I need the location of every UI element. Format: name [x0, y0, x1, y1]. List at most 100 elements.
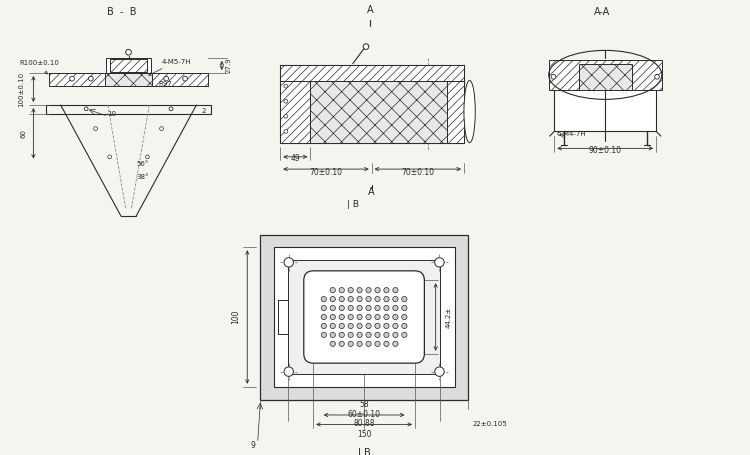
Circle shape: [339, 305, 344, 311]
Text: 10: 10: [107, 111, 116, 117]
Circle shape: [357, 341, 362, 347]
Text: 9: 9: [251, 440, 256, 450]
Text: 2: 2: [201, 107, 206, 114]
Circle shape: [330, 305, 335, 311]
Circle shape: [146, 155, 149, 159]
Text: 22±0.105: 22±0.105: [472, 421, 507, 427]
Circle shape: [348, 288, 353, 293]
Circle shape: [284, 84, 288, 88]
Circle shape: [393, 341, 398, 347]
Circle shape: [339, 332, 344, 338]
Circle shape: [321, 324, 326, 329]
Circle shape: [375, 297, 380, 302]
Circle shape: [348, 332, 353, 338]
Circle shape: [366, 297, 371, 302]
Circle shape: [321, 297, 326, 302]
Bar: [310, 81, 447, 143]
Text: 60: 60: [21, 129, 27, 138]
Circle shape: [70, 76, 74, 81]
Circle shape: [375, 324, 380, 329]
Circle shape: [348, 341, 353, 347]
Bar: [554, 82, 656, 131]
Circle shape: [384, 288, 389, 293]
Circle shape: [348, 305, 353, 311]
Circle shape: [366, 305, 371, 311]
Circle shape: [393, 305, 398, 311]
Text: 100±0.10: 100±0.10: [18, 71, 24, 106]
Circle shape: [402, 314, 407, 319]
Bar: [105, 73, 152, 86]
Circle shape: [321, 314, 326, 319]
Circle shape: [402, 324, 407, 329]
Text: R97: R97: [159, 81, 172, 87]
Text: 6-M4-7H: 6-M4-7H: [556, 131, 586, 137]
Circle shape: [384, 297, 389, 302]
Circle shape: [393, 297, 398, 302]
Circle shape: [183, 76, 188, 81]
Text: 44.2±: 44.2±: [446, 306, 452, 328]
Circle shape: [284, 99, 288, 103]
Text: 49: 49: [290, 154, 300, 163]
Circle shape: [126, 50, 131, 55]
Circle shape: [94, 126, 98, 131]
Circle shape: [348, 297, 353, 302]
Text: 38°: 38°: [136, 173, 148, 180]
Text: 70±0.10: 70±0.10: [310, 167, 343, 177]
Ellipse shape: [464, 81, 476, 143]
Circle shape: [366, 341, 371, 347]
Circle shape: [375, 341, 380, 347]
Circle shape: [375, 332, 380, 338]
Bar: [50, 73, 208, 86]
Circle shape: [366, 332, 371, 338]
Circle shape: [393, 288, 398, 293]
Text: 70±0.10: 70±0.10: [401, 167, 434, 177]
Circle shape: [366, 314, 371, 319]
Circle shape: [435, 367, 444, 376]
Circle shape: [393, 314, 398, 319]
Bar: [447, 81, 464, 143]
Circle shape: [348, 314, 353, 319]
Circle shape: [284, 367, 293, 376]
Circle shape: [366, 324, 371, 329]
Text: 4-M5-7H: 4-M5-7H: [148, 59, 191, 75]
Circle shape: [164, 76, 169, 81]
Text: 27.9: 27.9: [226, 58, 232, 73]
Circle shape: [169, 107, 172, 111]
Circle shape: [393, 324, 398, 329]
Circle shape: [384, 341, 389, 347]
Circle shape: [160, 126, 164, 131]
Circle shape: [366, 288, 371, 293]
Bar: [280, 66, 464, 81]
Circle shape: [88, 76, 93, 81]
Bar: [280, 81, 310, 143]
Circle shape: [357, 314, 362, 319]
Bar: [280, 66, 464, 143]
Circle shape: [330, 288, 335, 293]
Text: 60±0.10: 60±0.10: [347, 410, 380, 419]
Text: 90±0.10: 90±0.10: [589, 146, 622, 155]
Circle shape: [339, 341, 344, 347]
Circle shape: [357, 324, 362, 329]
Circle shape: [330, 341, 335, 347]
Circle shape: [375, 305, 380, 311]
Circle shape: [375, 314, 380, 319]
Text: 100: 100: [232, 310, 241, 324]
Circle shape: [363, 44, 369, 50]
Bar: [110, 59, 148, 72]
Circle shape: [284, 130, 288, 133]
Circle shape: [339, 324, 344, 329]
Bar: [549, 60, 662, 90]
Text: R100±0.10: R100±0.10: [20, 61, 59, 74]
Text: 56°: 56°: [136, 161, 148, 167]
Text: A: A: [368, 187, 375, 197]
Circle shape: [551, 75, 556, 79]
Circle shape: [357, 288, 362, 293]
Circle shape: [284, 258, 293, 267]
Circle shape: [435, 258, 444, 267]
Circle shape: [84, 107, 88, 111]
Circle shape: [330, 332, 335, 338]
Circle shape: [339, 297, 344, 302]
Bar: [288, 259, 440, 374]
Circle shape: [384, 332, 389, 338]
Circle shape: [357, 332, 362, 338]
